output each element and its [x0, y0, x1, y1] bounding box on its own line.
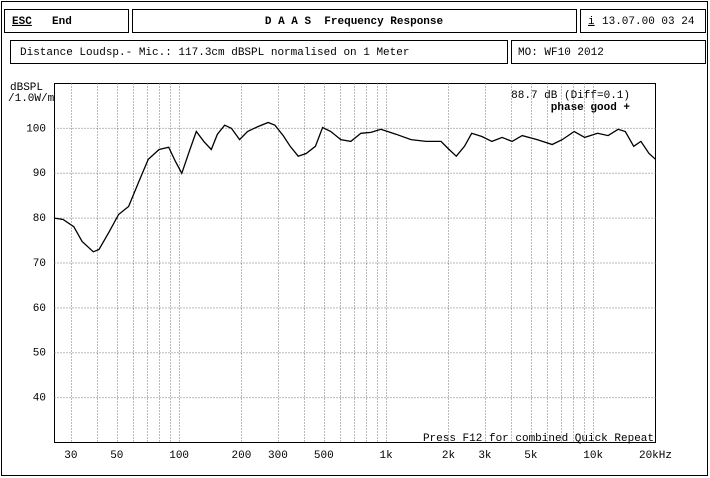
x-tick-label: 2k: [442, 450, 456, 462]
x-tick-label: 10k: [583, 450, 603, 462]
y-tick-label: 50: [33, 348, 46, 360]
x-tick-label: 5k: [524, 450, 538, 462]
x-tick-label: 30: [64, 450, 77, 462]
y-label: /1.0W/m: [8, 93, 55, 105]
x-tick-label: 3k: [478, 450, 492, 462]
x-tick-label: 200: [232, 450, 252, 462]
response-curve: [54, 121, 656, 253]
info-icon[interactable]: i: [588, 16, 595, 28]
memo-box: [511, 40, 706, 64]
esc-button[interactable]: [4, 9, 129, 33]
x-tick-label: 100: [169, 450, 189, 462]
date: 13.07.00 03 24: [602, 16, 695, 28]
distance-box: [10, 40, 508, 64]
date-box: [580, 9, 706, 33]
esc-label: End: [52, 16, 72, 28]
distance: Distance Loudsp.- Mic.: 117.3cm dBSPL no…: [20, 47, 409, 59]
y-label: dBSPL: [10, 82, 43, 94]
x-tick-label: 50: [110, 450, 123, 462]
x-tick-label: 300: [268, 450, 288, 462]
y-tick-label: 60: [33, 303, 46, 315]
footer-note: Press F12 for combined Quick Repeat: [423, 433, 654, 445]
y-tick-label: 80: [33, 213, 46, 225]
title: D A A S Frequency Response: [265, 16, 444, 28]
title-box: [132, 9, 577, 33]
memo: MO: WF10 2012: [518, 47, 604, 59]
annotation: phase good +: [551, 102, 631, 114]
esc-key: ESC: [12, 16, 32, 28]
y-tick-label: 70: [33, 258, 46, 270]
x-tick-label: 500: [314, 450, 334, 462]
y-tick-label: 90: [33, 168, 46, 180]
x-tick-label: 20kHz: [639, 450, 672, 462]
y-tick-label: 40: [33, 393, 46, 405]
x-tick-label: 1k: [380, 450, 394, 462]
annotation: 88.7 dB (Diff=0.1): [511, 90, 630, 102]
y-tick-label: 100: [26, 123, 46, 135]
